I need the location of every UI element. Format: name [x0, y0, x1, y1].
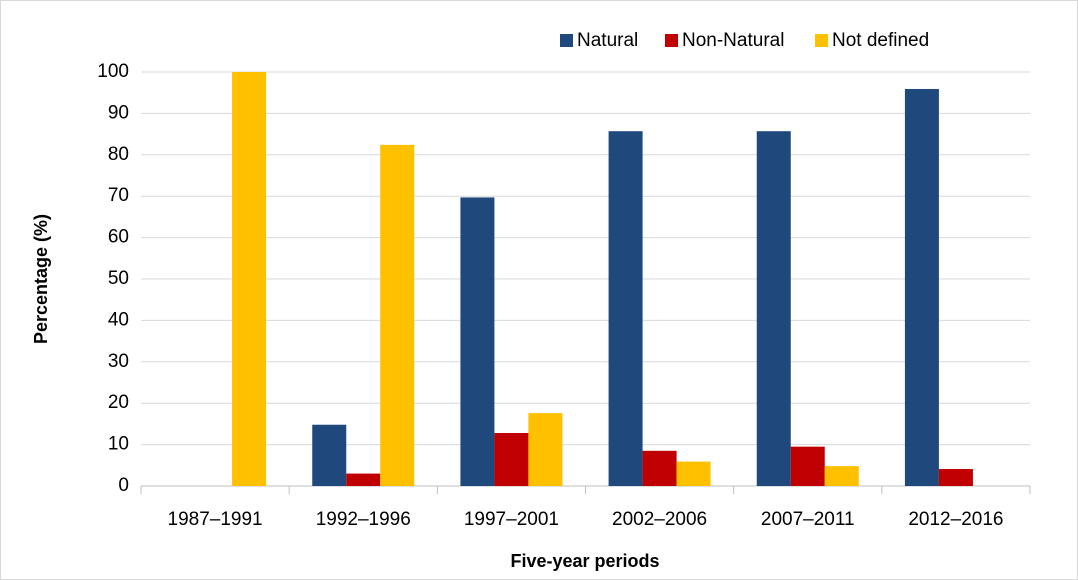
bar	[904, 88, 939, 486]
x-axis-title: Five-year periods	[510, 551, 659, 571]
x-tick-label: 2007–2011	[761, 509, 855, 530]
bar	[312, 424, 347, 486]
legend-swatch	[815, 34, 828, 47]
y-tick-label: 30	[108, 351, 129, 372]
bar	[232, 72, 267, 486]
bar	[938, 469, 973, 486]
bar	[380, 144, 415, 486]
y-tick-label: 20	[108, 392, 129, 413]
x-tick-label: 2012–2016	[908, 509, 1003, 530]
x-tick-label: 1997–2001	[464, 509, 559, 530]
y-tick-label: 90	[108, 102, 129, 123]
y-axis-title: Percentage (%)	[31, 214, 51, 344]
y-tick-label: 50	[108, 268, 129, 289]
y-tick-label: 0	[118, 475, 129, 496]
bar	[676, 461, 711, 486]
legend-swatch	[560, 34, 573, 47]
y-tick-label: 60	[108, 227, 129, 248]
bar	[494, 433, 529, 486]
bar	[824, 466, 859, 486]
legend-swatch	[665, 34, 678, 47]
legend-label: Natural	[577, 30, 638, 51]
y-tick-label: 10	[108, 434, 129, 455]
y-tick-label: 80	[108, 144, 129, 165]
y-tick-label: 100	[97, 61, 129, 82]
x-tick-label: 2002–2006	[612, 509, 707, 530]
bar	[528, 413, 563, 486]
bar	[608, 131, 643, 486]
x-tick-label: 1992–1996	[316, 509, 411, 530]
bar	[642, 450, 677, 486]
bar	[460, 197, 495, 486]
y-tick-label: 70	[108, 185, 129, 206]
bar	[790, 446, 825, 486]
y-tick-label: 40	[108, 309, 129, 330]
legend-label: Not defined	[832, 30, 929, 51]
legend-label: Non-Natural	[682, 30, 784, 51]
bar	[346, 473, 381, 486]
bar	[756, 131, 791, 486]
x-tick-label: 1987–1991	[168, 509, 263, 530]
